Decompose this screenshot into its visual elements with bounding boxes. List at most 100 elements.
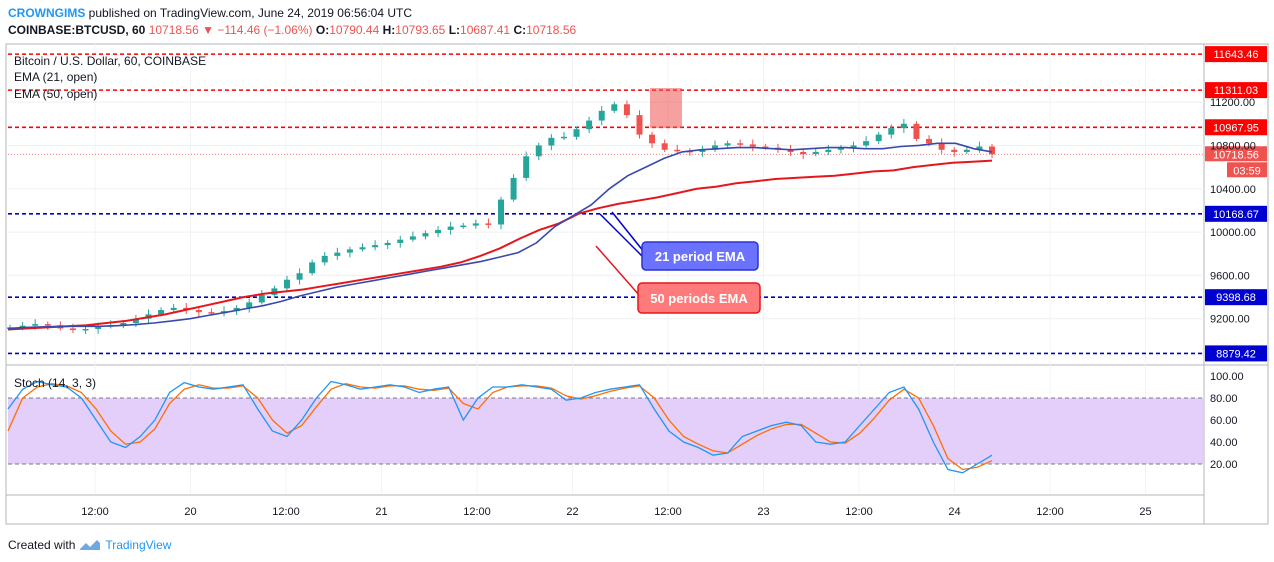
candle [447,226,454,230]
candle [938,143,945,150]
stoch-tick: 60.00 [1210,415,1238,427]
candle [825,149,832,152]
level-label-bg [1205,119,1267,136]
candle [699,149,706,152]
candle [321,255,328,263]
chart-frame [5,43,1269,525]
candle [44,324,51,326]
candle [170,307,177,311]
published-text: published on TradingView.com, June 24, 2… [88,6,412,20]
legend-stoch: Stoch (14, 3, 3) [14,376,96,390]
candle [888,128,895,135]
candle [472,223,479,226]
candle [712,145,719,150]
candle [120,323,127,326]
close-value: 10718.56 [526,23,577,37]
candle [422,233,429,237]
candle [548,137,555,146]
candle [510,177,517,200]
stoch-tick: 100.00 [1210,371,1244,383]
author-name[interactable]: CROWNGIMS [8,6,86,20]
horizontal-levels: 11643.46 11311.03 10967.95 10168.67 9398.68 8… [8,46,1267,362]
candle [636,115,643,135]
level-label-bg [1205,205,1267,222]
time-tick: 25 [1139,506,1151,518]
low-value: 10687.41 [460,23,511,37]
candle [233,307,240,312]
level-label-bg [1205,46,1267,63]
down-arrow-icon: ▼ [202,23,214,37]
tradingview-logo-icon [80,540,101,550]
ema-lines [7,142,993,331]
level-label: 10168.67 [1213,209,1259,221]
level-label: 9398.68 [1216,292,1256,304]
candle [208,312,215,314]
level-label: 11311.03 [1214,85,1258,97]
candle [661,143,668,150]
candle [863,141,870,146]
time-tick: 20 [184,506,196,518]
candle [334,252,341,256]
created-with: Created with [8,538,76,552]
candle [158,310,165,315]
time-tick: 23 [757,506,769,518]
tradingview-link[interactable]: TradingView [105,538,172,552]
candle [397,239,404,243]
candle [359,247,366,250]
change: −114.46 (−1.06%) [217,23,313,37]
candle [309,262,316,274]
time-tick: 22 [566,506,578,518]
candle [586,120,593,130]
countdown-label: 03:59 [1233,165,1261,177]
close-label: C: [513,23,527,37]
time-tick: 12:00 [845,506,873,518]
ema21-callout-label: 21 period EMA [655,249,746,264]
candle [976,146,983,150]
candle [258,294,265,303]
high-label: H: [382,23,396,37]
candle [409,236,416,240]
price-axis[interactable]: 9200.00 9600.00 10000.00 10400.00 10800.00 11… [1210,97,1256,471]
candle [649,134,656,144]
candle [283,279,290,289]
countdown-bg [1227,162,1267,178]
candle [875,134,882,142]
ema50-callout: 50 periods EMA [595,245,761,314]
publish-info: CROWNGIMS published on TradingView.com, … [8,6,412,20]
candle [573,129,580,137]
candle [132,318,139,324]
candle [611,104,618,111]
candle [913,123,920,139]
time-tick: 21 [375,506,387,518]
candle [195,310,202,313]
open-label: O: [315,23,330,37]
price-tick: 10000.00 [1210,227,1256,239]
level-label: 11643.46 [1213,49,1258,61]
candle [485,223,492,225]
price-tick: 10800.00 [1210,140,1256,152]
candle [535,145,542,157]
time-tick: 24 [948,506,960,518]
time-axis[interactable]: 12:00 20 12:00 21 12:00 22 12:00 23 12:00 24 12:00… [81,506,1151,518]
stoch-d-line [7,383,993,471]
stoch-pane[interactable] [7,380,1204,474]
legend-ema50: EMA (50, open) [14,87,97,101]
candle [926,138,933,144]
candle [460,225,467,228]
candle [296,273,303,280]
time-tick: 12:00 [463,506,491,518]
candle [737,143,744,145]
candle [749,144,756,147]
stoch-band [8,398,1204,464]
level-label-bg [1205,289,1267,306]
level-label: 10967.95 [1213,122,1259,134]
candle [598,110,605,121]
candle [623,104,630,116]
candle [95,326,102,329]
legend-title: Bitcoin / U.S. Dollar, 60, COINBASE [14,54,206,68]
candle [724,143,731,146]
candle [435,229,442,234]
candles[interactable] [7,88,995,334]
ema21-callout: 21 period EMA [599,211,759,271]
